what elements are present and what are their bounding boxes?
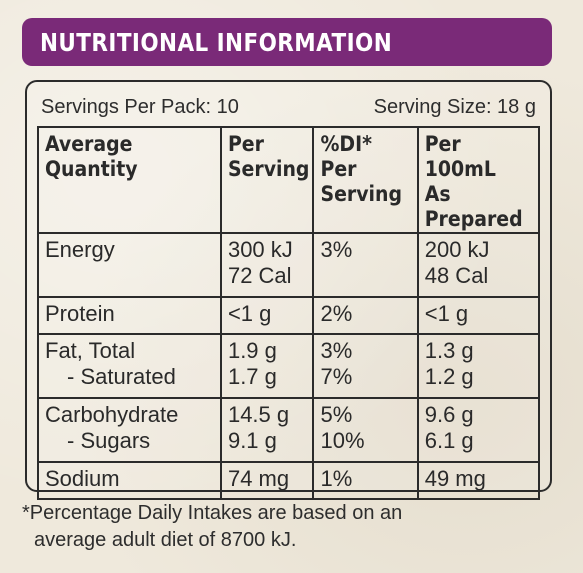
nutrition-panel: Servings Per Pack: 10 Serving Size: 18 g… bbox=[25, 80, 552, 500]
fat-di: 3% 7% bbox=[312, 333, 419, 399]
carbohydrate-di: 5% 10% bbox=[312, 397, 419, 463]
header-per-serving: Per Serving bbox=[219, 126, 315, 234]
serving-info: Servings Per Pack: 10 Serving Size: 18 g bbox=[41, 92, 536, 122]
table-row-protein: Protein <1 g 2% <1 g bbox=[37, 296, 541, 335]
energy-label: Energy bbox=[37, 232, 222, 298]
servings-per-pack: Servings Per Pack: 10 bbox=[41, 95, 239, 118]
energy-per-100ml: 200 kJ 48 Cal bbox=[416, 232, 541, 298]
protein-label: Protein bbox=[37, 296, 222, 335]
sugars-label: - Sugars bbox=[67, 428, 151, 453]
table-row-energy: Energy 300 kJ 72 Cal 3% 200 kJ 48 Cal bbox=[37, 232, 541, 298]
sodium-label: Sodium bbox=[37, 461, 222, 500]
table-row-sodium: Sodium 74 mg 1% 49 mg bbox=[37, 461, 541, 500]
protein-per-100ml: <1 g bbox=[416, 296, 541, 335]
footnote: *Percentage Daily Intakes are based on a… bbox=[22, 502, 403, 551]
carbohydrate-label: Carbohydrate - Sugars bbox=[37, 397, 222, 463]
sodium-per-serving: 74 mg bbox=[219, 461, 315, 500]
fat-per-serving: 1.9 g 1.7 g bbox=[219, 333, 315, 399]
saturated-label: - Saturated bbox=[67, 364, 176, 389]
title-banner: NUTRITIONAL INFORMATION bbox=[22, 18, 552, 66]
header-per-100ml: Per 100mL As Prepared bbox=[416, 126, 541, 234]
title-text: NUTRITIONAL INFORMATION bbox=[40, 27, 393, 57]
carbohydrate-per-serving: 14.5 g 9.1 g bbox=[219, 397, 315, 463]
fat-per-100ml: 1.3 g 1.2 g bbox=[416, 333, 541, 399]
nutrition-table: Average Quantity Per Serving %DI* Per Se… bbox=[37, 126, 541, 500]
header-average-quantity: Average Quantity bbox=[37, 126, 222, 234]
header-di-per-serving: %DI* Per Serving bbox=[312, 126, 419, 234]
protein-per-serving: <1 g bbox=[219, 296, 315, 335]
sodium-di: 1% bbox=[312, 461, 419, 500]
fat-label: Fat, Total - Saturated bbox=[37, 333, 222, 399]
sodium-per-100ml: 49 mg bbox=[416, 461, 541, 500]
table-row-carbohydrate: Carbohydrate - Sugars 14.5 g 9.1 g 5% 10… bbox=[37, 397, 541, 463]
energy-per-serving: 300 kJ 72 Cal bbox=[219, 232, 315, 298]
table-header-row: Average Quantity Per Serving %DI* Per Se… bbox=[37, 126, 541, 234]
serving-size: Serving Size: 18 g bbox=[373, 95, 536, 118]
carbohydrate-per-100ml: 9.6 g 6.1 g bbox=[416, 397, 541, 463]
table-row-fat: Fat, Total - Saturated 1.9 g 1.7 g 3% 7%… bbox=[37, 333, 541, 399]
protein-di: 2% bbox=[312, 296, 419, 335]
energy-di: 3% bbox=[312, 232, 419, 298]
